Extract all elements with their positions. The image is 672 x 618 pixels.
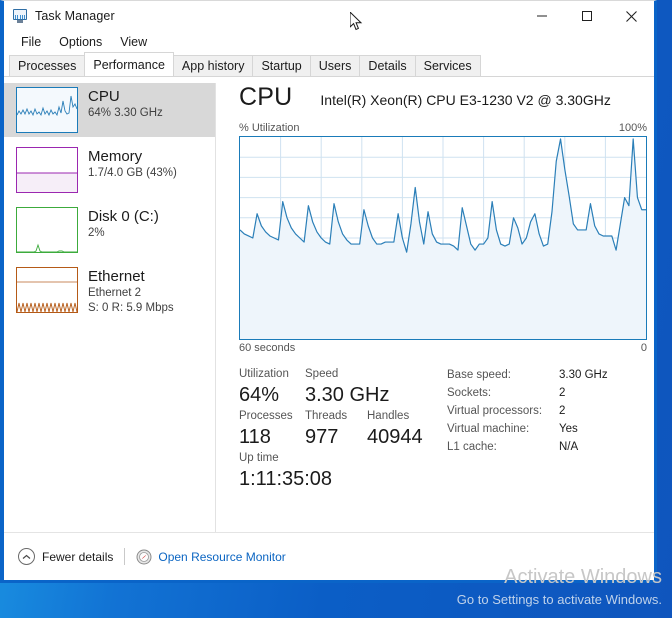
tab-performance[interactable]: Performance	[84, 52, 174, 76]
stat-value: 40944	[367, 426, 423, 448]
sidebar-item-ethernet[interactable]: Ethernet Ethernet 2 S: 0 R: 5.9 Mbps	[4, 263, 215, 317]
stats-row-uptime: Up time 1:11:35:08	[239, 450, 439, 492]
stat-threads: Threads 977	[305, 408, 367, 450]
stat-value: 64%	[239, 384, 280, 406]
sidebar-item-sub: 64% 3.30 GHz	[88, 107, 163, 119]
sidebar-item-label: CPU	[88, 88, 120, 105]
tab-strip: Processes Performance App history Startu…	[4, 52, 654, 77]
resource-monitor-icon	[136, 549, 152, 565]
maximize-button[interactable]	[564, 1, 609, 31]
menu-item-view[interactable]: View	[120, 35, 148, 49]
sidebar-item-sub: Ethernet 2	[88, 287, 142, 299]
stat-value: 977	[305, 426, 339, 448]
graph-time-labels: 60 seconds 0	[239, 342, 647, 354]
close-button[interactable]	[609, 1, 654, 31]
sidebar-item-cpu[interactable]: CPU 64% 3.30 GHz	[4, 83, 215, 137]
stat-label: Up time	[239, 452, 279, 464]
tab-services[interactable]: Services	[414, 55, 481, 76]
title-bar: Task Manager	[4, 1, 654, 31]
stat-label: Processes	[239, 410, 293, 422]
system-info-list: Base speed: 3.30 GHz Sockets: 2 Virtual …	[447, 366, 608, 492]
sidebar-divider	[215, 83, 216, 545]
y-axis-max: 100%	[618, 122, 647, 134]
tab-details[interactable]: Details	[359, 55, 416, 76]
sidebar-item-sub2: S: 0 R: 5.9 Mbps	[88, 302, 174, 314]
info-value: N/A	[559, 441, 579, 453]
stat-value: 1:11:35:08	[239, 468, 333, 490]
footer-separator	[124, 548, 126, 565]
sidebar-item-label: Disk 0 (C:)	[88, 208, 159, 225]
info-label: Virtual processors:	[447, 405, 543, 417]
sidebar-item-label: Memory	[88, 148, 143, 165]
info-value: 2	[559, 405, 566, 417]
page-title: CPU	[239, 83, 293, 111]
mouse-cursor	[349, 10, 363, 36]
stats-left-column: Utilization 64% Speed 3.30 GHz Processes…	[239, 366, 439, 492]
minimize-button[interactable]	[519, 1, 564, 31]
cpu-thumbnail-graph	[16, 87, 78, 133]
x-axis-start: 60 seconds	[239, 342, 296, 354]
stats-row-1: Utilization 64% Speed 3.30 GHz	[239, 366, 439, 408]
cpu-model-label: Intel(R) Xeon(R) CPU E3-1230 V2 @ 3.30GH…	[320, 92, 611, 108]
open-resource-monitor-link[interactable]: Open Resource Monitor	[136, 549, 286, 565]
window-title: Task Manager	[35, 9, 115, 23]
tab-users[interactable]: Users	[309, 55, 361, 76]
content-area: CPU 64% 3.30 GHz Memory 1.7/4.0 GB (43%)	[4, 77, 654, 551]
sidebar-item-sub: 1.7/4.0 GB (43%)	[88, 167, 177, 179]
stat-label: Handles	[367, 410, 410, 422]
info-virtual-machine: Virtual machine: Yes	[447, 420, 608, 438]
disk-thumbnail-graph	[16, 207, 78, 253]
stat-label: Threads	[305, 410, 348, 422]
performance-panel: CPU Intel(R) Xeon(R) CPU E3-1230 V2 @ 3.…	[215, 77, 654, 551]
stat-value: 3.30 GHz	[305, 384, 390, 406]
stat-label: Speed	[305, 368, 339, 380]
info-value: Yes	[559, 423, 578, 435]
stat-handles: Handles 40944	[367, 408, 423, 450]
open-resource-monitor-label: Open Resource Monitor	[158, 549, 286, 564]
tab-app-history[interactable]: App history	[172, 55, 254, 76]
info-l1-cache: L1 cache: N/A	[447, 438, 608, 456]
info-virtual-processors: Virtual processors: 2	[447, 402, 608, 420]
info-label: Base speed:	[447, 369, 511, 381]
fewer-details-button[interactable]: Fewer details	[18, 548, 113, 565]
ethernet-thumbnail-graph	[16, 267, 78, 313]
sidebar-item-memory[interactable]: Memory 1.7/4.0 GB (43%)	[4, 143, 215, 197]
task-manager-icon	[12, 8, 28, 24]
cpu-utilization-graph[interactable]	[239, 136, 647, 340]
menu-item-file[interactable]: File	[21, 35, 42, 49]
stat-uptime: Up time 1:11:35:08	[239, 450, 332, 492]
y-axis-label: % Utilization	[239, 122, 300, 134]
menu-item-options[interactable]: Options	[59, 35, 103, 49]
sidebar-item-label: Ethernet	[88, 268, 145, 285]
sidebar-item-sub: 2%	[88, 227, 105, 239]
stat-speed: Speed 3.30 GHz	[305, 366, 389, 408]
tab-startup[interactable]: Startup	[252, 55, 311, 76]
stat-value: 118	[239, 426, 271, 448]
fewer-details-label: Fewer details	[42, 549, 114, 564]
info-sockets: Sockets: 2	[447, 384, 608, 402]
stat-utilization: Utilization 64%	[239, 366, 305, 408]
info-value: 2	[559, 387, 566, 399]
task-manager-window: Task Manager File Options View Processes…	[0, 0, 657, 583]
chevron-up-icon	[18, 548, 35, 565]
stats-row-2: Processes 118 Threads 977 Handles 40944	[239, 408, 439, 450]
sidebar-item-disk[interactable]: Disk 0 (C:) 2%	[4, 203, 215, 257]
window-controls	[519, 1, 654, 31]
graph-axis-labels: % Utilization 100%	[239, 122, 647, 134]
tab-processes[interactable]: Processes	[9, 55, 86, 76]
cpu-header: CPU Intel(R) Xeon(R) CPU E3-1230 V2 @ 3.…	[239, 83, 654, 112]
stat-processes: Processes 118	[239, 408, 305, 450]
info-value: 3.30 GHz	[559, 369, 608, 381]
info-label: L1 cache:	[447, 441, 497, 453]
footer-bar: Fewer details Open Resource Monitor	[4, 532, 654, 580]
info-label: Virtual machine:	[447, 423, 530, 435]
info-base-speed: Base speed: 3.30 GHz	[447, 366, 608, 384]
stat-label: Utilization	[239, 368, 289, 380]
memory-thumbnail-graph	[16, 147, 78, 193]
stats-area: Utilization 64% Speed 3.30 GHz Processes…	[239, 366, 654, 492]
info-label: Sockets:	[447, 387, 492, 399]
x-axis-end: 0	[640, 342, 647, 354]
menu-bar: File Options View	[4, 31, 654, 53]
resource-sidebar: CPU 64% 3.30 GHz Memory 1.7/4.0 GB (43%)	[4, 77, 216, 551]
